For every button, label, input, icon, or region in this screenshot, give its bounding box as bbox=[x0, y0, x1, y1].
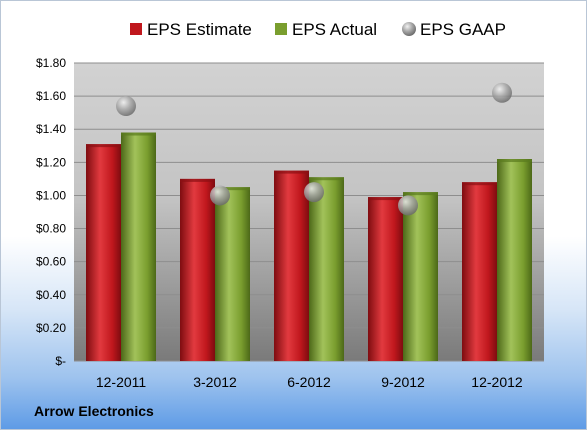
x-category-label: 6-2012 bbox=[287, 374, 331, 390]
eps-estimate-bar-cap bbox=[462, 182, 497, 186]
legend-label: EPS Actual bbox=[292, 20, 377, 39]
eps-estimate-bar bbox=[274, 170, 309, 361]
gaap-markers bbox=[116, 82, 512, 216]
eps-gaap-marker bbox=[492, 82, 512, 103]
legend-estimate-swatch bbox=[130, 23, 142, 35]
y-axis-ticks: $- $0.20 $0.40 $0.60 $0.80 $1.00 $1.20 $1.40 $1.… bbox=[36, 56, 66, 368]
x-category-label: 9-2012 bbox=[381, 374, 425, 390]
eps-actual-bar bbox=[403, 192, 438, 361]
eps-estimate-bar bbox=[180, 178, 215, 361]
y-tick-label: $0.80 bbox=[36, 222, 66, 236]
y-tick-label: $1.00 bbox=[36, 188, 66, 202]
eps-estimate-bar-cap bbox=[86, 144, 121, 148]
eps-gaap-marker bbox=[116, 96, 136, 117]
eps-estimate-bar bbox=[462, 182, 497, 361]
eps-actual-bar bbox=[309, 177, 344, 361]
eps-actual-bar-cap bbox=[309, 177, 344, 181]
eps-estimate-bar-cap bbox=[368, 197, 403, 201]
y-tick-label: $0.60 bbox=[36, 255, 66, 269]
legend-label: EPS GAAP bbox=[420, 20, 506, 39]
legend-actual-swatch bbox=[275, 23, 287, 35]
x-category-label: 12-2011 bbox=[96, 374, 147, 390]
eps-actual-bar-cap bbox=[497, 159, 532, 163]
eps-gaap-marker bbox=[210, 185, 230, 206]
bars bbox=[86, 132, 532, 361]
x-axis-categories: 12-2011 3-2012 6-2012 9-2012 12-2012 bbox=[96, 374, 523, 390]
y-tick-label: $1.40 bbox=[36, 122, 66, 136]
y-tick-label: $0.20 bbox=[36, 321, 66, 335]
eps-actual-bar-cap bbox=[403, 192, 438, 196]
eps-gaap-marker bbox=[304, 182, 324, 203]
y-tick-label: $1.60 bbox=[36, 89, 66, 103]
legend-label: EPS Estimate bbox=[147, 20, 252, 39]
eps-estimate-bar-cap bbox=[274, 170, 309, 174]
y-tick-label: $1.80 bbox=[36, 56, 66, 70]
eps-actual-bar bbox=[215, 187, 250, 361]
eps-estimate-bar bbox=[368, 197, 403, 361]
eps-gaap-marker bbox=[398, 195, 418, 216]
company-name: Arrow Electronics bbox=[34, 403, 154, 419]
eps-actual-bar-cap bbox=[121, 132, 156, 136]
eps-estimate-bar bbox=[86, 144, 121, 361]
legend-gaap-marker bbox=[402, 22, 416, 36]
eps-estimate-bar-cap bbox=[180, 178, 215, 182]
eps-actual-bar-cap bbox=[215, 187, 250, 191]
x-category-label: 12-2012 bbox=[471, 374, 523, 390]
y-tick-label: $0.40 bbox=[36, 288, 66, 302]
y-tick-label: $- bbox=[55, 354, 66, 368]
eps-actual-bar bbox=[497, 159, 532, 361]
eps-actual-bar bbox=[121, 132, 156, 361]
x-category-label: 3-2012 bbox=[193, 374, 237, 390]
y-tick-label: $1.20 bbox=[36, 155, 66, 169]
legend: EPS Estimate EPS Actual EPS GAAP bbox=[130, 20, 506, 39]
